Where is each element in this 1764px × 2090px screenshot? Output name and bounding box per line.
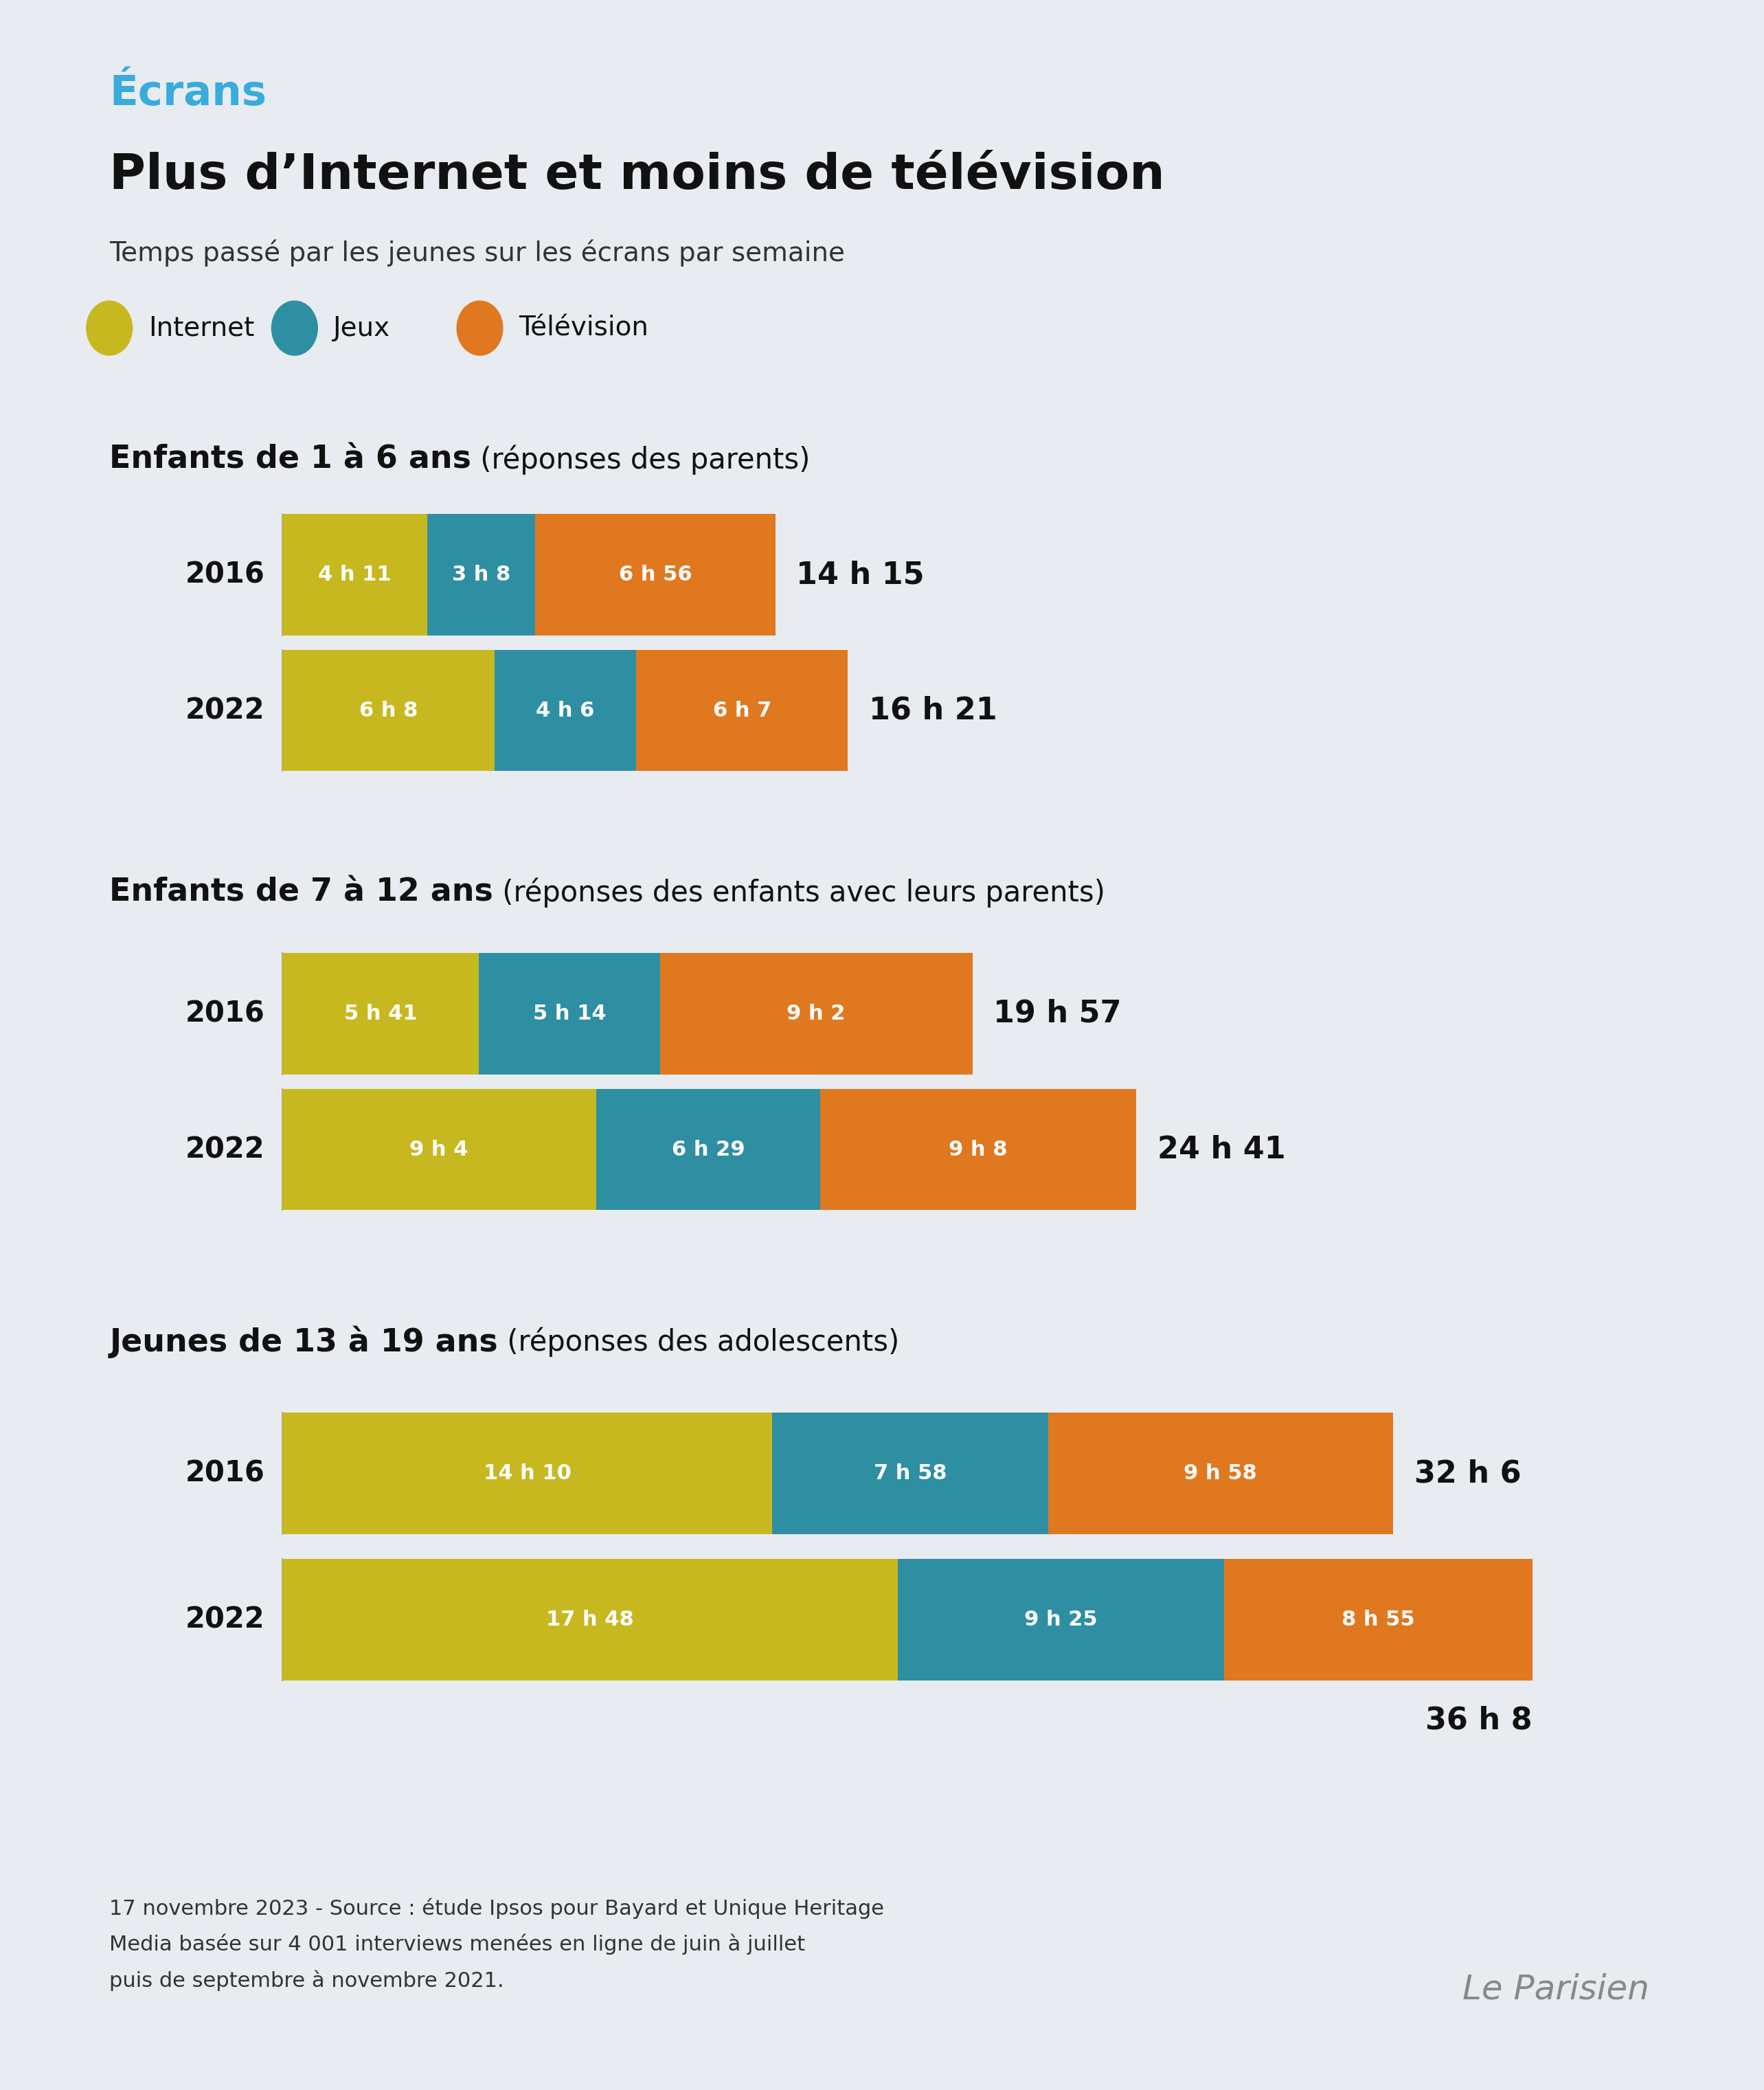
Text: 5 h 14: 5 h 14 <box>533 1003 607 1024</box>
FancyBboxPatch shape <box>282 1089 596 1210</box>
Text: (réponses des adolescents): (réponses des adolescents) <box>497 1327 900 1356</box>
Text: Plus d’Internet et moins de télévision: Plus d’Internet et moins de télévision <box>109 153 1164 199</box>
Circle shape <box>272 301 318 355</box>
FancyBboxPatch shape <box>478 953 660 1074</box>
Text: 16 h 21: 16 h 21 <box>870 696 997 725</box>
Text: 8 h 55: 8 h 55 <box>1341 1609 1415 1630</box>
Text: 19 h 57: 19 h 57 <box>993 999 1122 1028</box>
Text: 7 h 58: 7 h 58 <box>873 1463 947 1484</box>
Text: Jeux: Jeux <box>333 316 390 341</box>
Text: 2016: 2016 <box>185 1459 265 1488</box>
FancyBboxPatch shape <box>660 953 972 1074</box>
Text: 36 h 8: 36 h 8 <box>1425 1705 1533 1735</box>
Text: 3 h 8: 3 h 8 <box>452 564 510 585</box>
Text: 32 h 6: 32 h 6 <box>1415 1459 1521 1488</box>
Text: 5 h 41: 5 h 41 <box>344 1003 416 1024</box>
FancyBboxPatch shape <box>282 1559 898 1680</box>
FancyBboxPatch shape <box>534 514 774 635</box>
FancyBboxPatch shape <box>282 1413 773 1534</box>
Text: 17 novembre 2023 - Source : étude Ipsos pour Bayard et Unique Heritage
Media bas: 17 novembre 2023 - Source : étude Ipsos … <box>109 1898 884 1992</box>
Text: 6 h 56: 6 h 56 <box>619 564 691 585</box>
Text: 9 h 25: 9 h 25 <box>1025 1609 1097 1630</box>
FancyBboxPatch shape <box>427 514 534 635</box>
Text: (réponses des enfants avec leurs parents): (réponses des enfants avec leurs parents… <box>494 878 1104 907</box>
Text: 24 h 41: 24 h 41 <box>1157 1135 1286 1164</box>
FancyBboxPatch shape <box>282 650 494 771</box>
Text: Enfants de 1 à 6 ans: Enfants de 1 à 6 ans <box>109 445 471 474</box>
Text: 9 h 4: 9 h 4 <box>409 1139 469 1160</box>
Text: 14 h 10: 14 h 10 <box>483 1463 572 1484</box>
Text: 4 h 11: 4 h 11 <box>318 564 392 585</box>
Text: 4 h 6: 4 h 6 <box>536 700 594 721</box>
FancyBboxPatch shape <box>898 1559 1224 1680</box>
FancyBboxPatch shape <box>494 650 637 771</box>
FancyBboxPatch shape <box>282 514 427 635</box>
Text: 9 h 58: 9 h 58 <box>1184 1463 1258 1484</box>
FancyBboxPatch shape <box>596 1089 820 1210</box>
Circle shape <box>457 301 503 355</box>
Text: Temps passé par les jeunes sur les écrans par semaine: Temps passé par les jeunes sur les écran… <box>109 240 845 265</box>
Text: 9 h 2: 9 h 2 <box>787 1003 845 1024</box>
Text: 6 h 7: 6 h 7 <box>713 700 771 721</box>
FancyBboxPatch shape <box>1224 1559 1533 1680</box>
Circle shape <box>86 301 132 355</box>
Text: 9 h 8: 9 h 8 <box>949 1139 1007 1160</box>
Text: 2022: 2022 <box>185 696 265 725</box>
Text: 17 h 48: 17 h 48 <box>547 1609 633 1630</box>
FancyBboxPatch shape <box>282 953 478 1074</box>
Text: 2022: 2022 <box>185 1605 265 1634</box>
Text: Le Parisien: Le Parisien <box>1462 1973 1649 2006</box>
Text: 2016: 2016 <box>185 560 265 589</box>
Text: Internet: Internet <box>148 316 254 341</box>
Text: 6 h 29: 6 h 29 <box>672 1139 744 1160</box>
FancyBboxPatch shape <box>820 1089 1136 1210</box>
Text: Enfants de 7 à 12 ans: Enfants de 7 à 12 ans <box>109 878 494 907</box>
FancyBboxPatch shape <box>1048 1413 1394 1534</box>
Text: 2016: 2016 <box>185 999 265 1028</box>
Text: Jeunes de 13 à 19 ans: Jeunes de 13 à 19 ans <box>109 1325 497 1358</box>
Text: 6 h 8: 6 h 8 <box>360 700 418 721</box>
Text: 14 h 15: 14 h 15 <box>796 560 924 589</box>
Text: Écrans: Écrans <box>109 73 266 115</box>
FancyBboxPatch shape <box>637 650 848 771</box>
FancyBboxPatch shape <box>773 1413 1048 1534</box>
Text: (réponses des parents): (réponses des parents) <box>471 445 810 474</box>
Text: Télévision: Télévision <box>519 316 649 341</box>
Text: 2022: 2022 <box>185 1135 265 1164</box>
